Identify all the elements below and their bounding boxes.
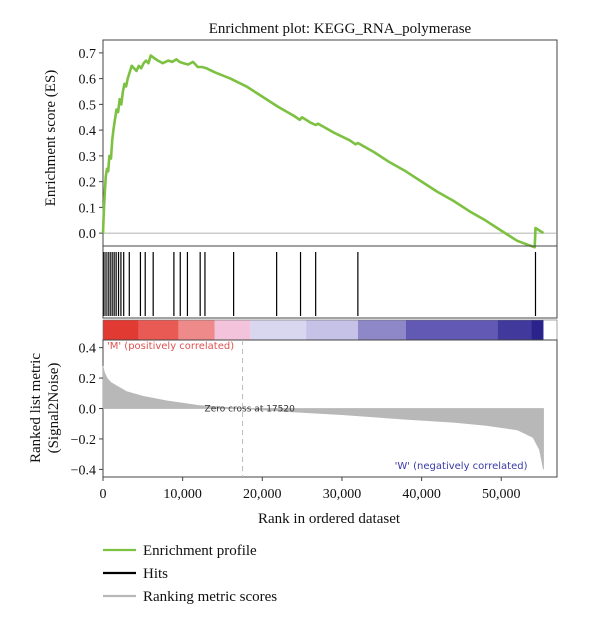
es-y-tick-label: 0.5 xyxy=(79,98,97,113)
color-bar-segment xyxy=(531,320,544,340)
legend: Enrichment profile Hits Ranking metric sco… xyxy=(103,543,277,605)
es-axis-label: Enrichment score (ES) xyxy=(43,70,59,207)
color-bar-segment xyxy=(306,320,358,340)
ranked-y-tick-label: −0.2 xyxy=(71,433,96,448)
es-y-tick-label: 0.6 xyxy=(79,73,97,88)
es-y-tick-label: 0.0 xyxy=(79,227,97,242)
es-plot-frame xyxy=(102,39,558,247)
zero-cross-label: Zero cross at 17520 xyxy=(205,405,296,415)
x-tick-label: 50,000 xyxy=(482,487,521,502)
es-panel: 0.0 0.1 0.2 0.3 0.4 0.5 0.6 0.7 xyxy=(79,39,558,249)
ranked-y-tick-label: 0.2 xyxy=(79,372,97,387)
color-bar-segment xyxy=(214,320,251,340)
color-bar-segment xyxy=(138,320,179,340)
ranking-metric-area xyxy=(102,365,544,470)
legend-label: Hits xyxy=(143,566,168,582)
ranked-axis-label-line1: Ranked list metric xyxy=(28,353,44,463)
x-tick-label: 30,000 xyxy=(323,487,362,502)
es-y-tick-label: 0.2 xyxy=(79,176,97,191)
ranked-axis-label-line2: (Signal2Noise) xyxy=(46,363,62,454)
x-axis-label: Rank in ordered dataset xyxy=(258,511,401,527)
es-y-tick-label: 0.7 xyxy=(79,47,97,62)
es-y-tick-label: 0.4 xyxy=(79,124,97,139)
es-y-tick-label: 0.3 xyxy=(79,150,97,165)
color-bar-segment xyxy=(405,320,498,340)
legend-label: Enrichment profile xyxy=(143,543,257,559)
color-bar-segment xyxy=(103,320,139,340)
chart-title: Enrichment plot: KEGG_RNA_polymerase xyxy=(209,21,472,37)
color-bar-segment xyxy=(497,320,532,340)
color-bar-segment xyxy=(178,320,215,340)
hits-panel xyxy=(102,245,558,341)
x-tick-label: 20,000 xyxy=(243,487,282,502)
ranked-y-tick-label: 0.4 xyxy=(79,342,97,357)
positive-correlation-label: 'M' (positively correlated) xyxy=(107,341,234,352)
color-bar-segment xyxy=(357,320,406,340)
hits-frame xyxy=(102,245,558,319)
legend-label: Ranking metric scores xyxy=(143,589,277,605)
x-tick-label: 40,000 xyxy=(402,487,441,502)
es-y-tick-label: 0.1 xyxy=(79,201,97,216)
ranked-y-tick-label: 0.0 xyxy=(79,403,97,418)
x-tick-label: 0 xyxy=(100,487,107,502)
ranked-y-tick-label: −0.4 xyxy=(71,463,96,478)
ranked-panel: Zero cross at 17520 'M' (positively corre… xyxy=(71,339,558,502)
color-bar-segment xyxy=(250,320,307,340)
enrichment-profile-line xyxy=(101,54,545,249)
negative-correlation-label: 'W' (negatively correlated) xyxy=(395,461,528,472)
x-tick-label: 10,000 xyxy=(163,487,202,502)
